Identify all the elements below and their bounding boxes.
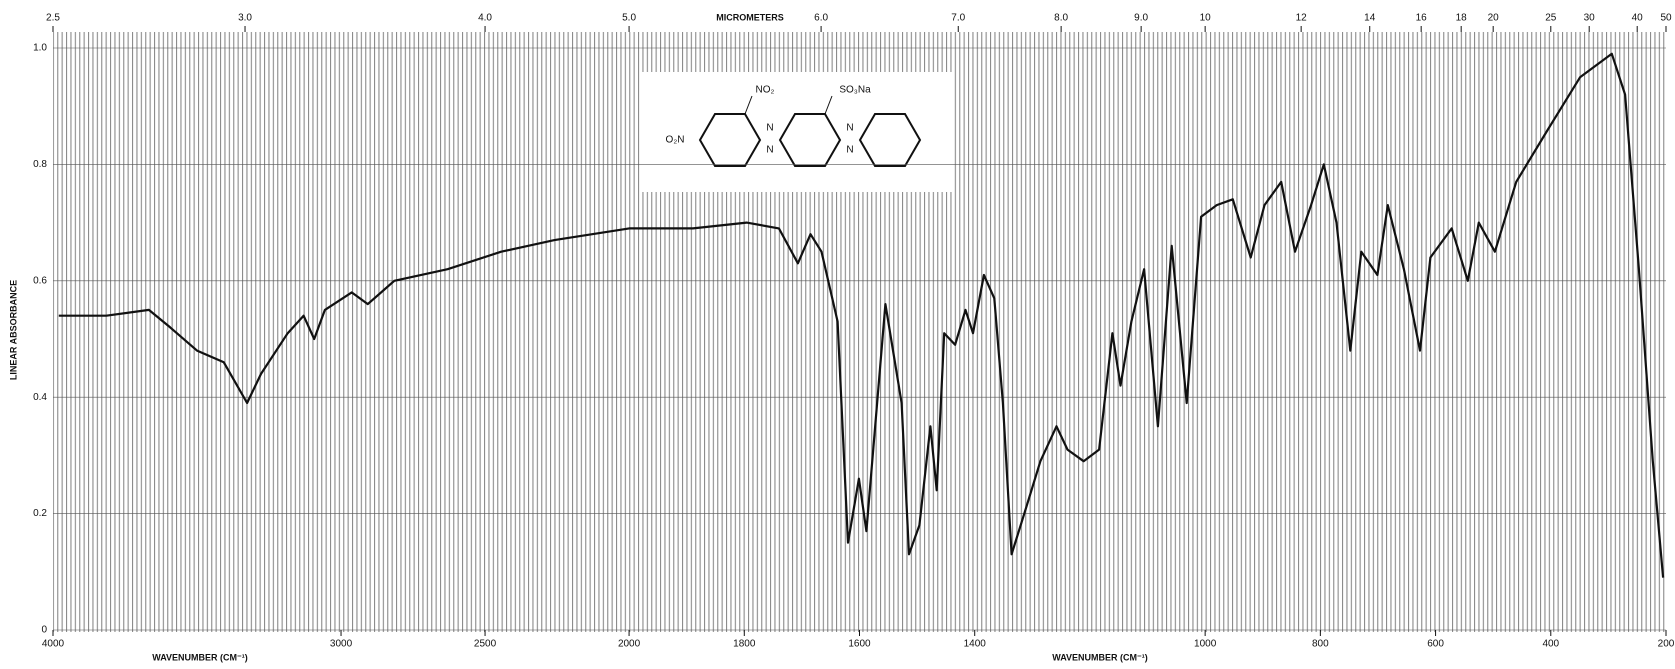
x-tick-label: 2500 bbox=[474, 639, 497, 650]
structure-label: O₂N bbox=[666, 135, 685, 146]
x-tick-label: 2000 bbox=[618, 639, 641, 650]
bond bbox=[744, 95, 753, 115]
x2-tick-label: 18 bbox=[1456, 13, 1468, 24]
structure-label: NO₂ bbox=[756, 85, 775, 96]
x2-tick-label: 8.0 bbox=[1054, 13, 1068, 24]
y-tick-label: 0.6 bbox=[33, 275, 47, 286]
x2-tick-label: 25 bbox=[1545, 13, 1557, 24]
spectrum-line bbox=[58, 52, 1665, 578]
bond bbox=[824, 95, 833, 115]
x-tick-label: 200 bbox=[1658, 639, 1675, 650]
x2-tick-label: 7.0 bbox=[951, 13, 965, 24]
x-tick-label: 4000 bbox=[42, 639, 65, 650]
benzene-ring bbox=[778, 113, 842, 167]
x-tick-label: 1400 bbox=[964, 639, 987, 650]
x-axis-title: WAVENUMBER (CM⁻¹) bbox=[152, 652, 248, 662]
x-tick-label: 800 bbox=[1312, 639, 1329, 650]
x-tick-label: 600 bbox=[1427, 639, 1444, 650]
y-tick-label: 0 bbox=[41, 625, 47, 636]
structure-label: N bbox=[846, 145, 853, 156]
benzene-ring bbox=[698, 113, 762, 167]
x2-tick-label: 50 bbox=[1660, 13, 1672, 24]
x-tick-label: 1600 bbox=[848, 639, 871, 650]
x-tick-label: 400 bbox=[1542, 639, 1559, 650]
x2-tick-label: 5.0 bbox=[622, 13, 636, 24]
x2-tick-label: 16 bbox=[1416, 13, 1428, 24]
x-tick-label: 1800 bbox=[733, 639, 756, 650]
y-tick-label: 1.0 bbox=[33, 43, 47, 54]
inset-background bbox=[640, 72, 952, 192]
x-axis-title: WAVENUMBER (CM⁻¹) bbox=[1052, 652, 1148, 662]
x2-tick-label: 14 bbox=[1364, 13, 1376, 24]
y-tick-label: 0.4 bbox=[33, 392, 47, 403]
top-axis-title: MICROMETERS bbox=[716, 12, 784, 22]
benzene-ring bbox=[858, 113, 922, 167]
structure-label: N bbox=[766, 123, 773, 134]
x2-tick-label: 20 bbox=[1488, 13, 1500, 24]
structure-label: N bbox=[766, 145, 773, 156]
x-tick-label: 3000 bbox=[330, 639, 353, 650]
x2-tick-label: 3.0 bbox=[238, 13, 252, 24]
x2-tick-label: 4.0 bbox=[478, 13, 492, 24]
x2-tick-label: 6.0 bbox=[814, 13, 828, 24]
x-tick-label: 1000 bbox=[1194, 639, 1217, 650]
y-tick-label: 0.8 bbox=[33, 159, 47, 170]
x2-tick-label: 2.5 bbox=[46, 13, 60, 24]
y-axis-title: LINEAR ABSORBANCE bbox=[8, 280, 18, 380]
structure-label: SO₃Na bbox=[839, 85, 871, 96]
structure-label: N bbox=[846, 123, 853, 134]
x2-tick-label: 12 bbox=[1296, 13, 1308, 24]
y-tick-label: 0.2 bbox=[33, 508, 47, 519]
x2-tick-label: 30 bbox=[1584, 13, 1596, 24]
structure-inset: O₂N NO₂ N N SO₃Na N N bbox=[640, 72, 952, 192]
x2-tick-label: 10 bbox=[1200, 13, 1212, 24]
x2-tick-label: 9.0 bbox=[1134, 13, 1148, 24]
x2-tick-label: 40 bbox=[1632, 13, 1644, 24]
